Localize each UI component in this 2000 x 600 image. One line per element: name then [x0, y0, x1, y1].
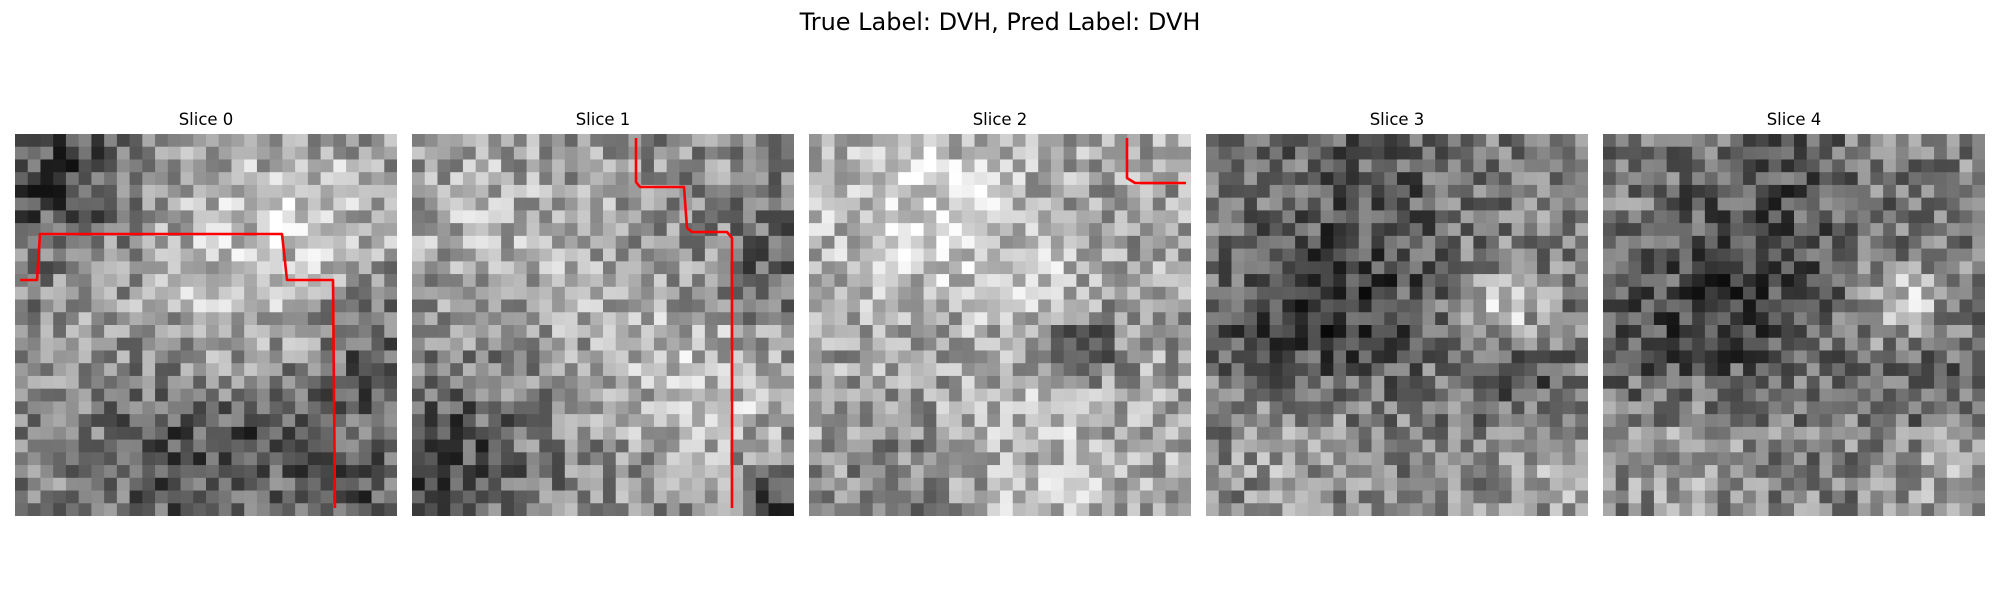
figure-title: True Label: DVH, Pred Label: DVH [799, 8, 1201, 36]
slice-image [1206, 134, 1588, 516]
slice-panel: Slice 1 [412, 108, 794, 516]
slice-title: Slice 2 [972, 110, 1028, 129]
slice-title: Slice 0 [178, 110, 234, 129]
slice-image [1603, 134, 1985, 516]
slice-panel: Slice 0 [15, 108, 397, 516]
slice-panel: Slice 3 [1206, 108, 1588, 516]
slice-title: Slice 1 [575, 110, 631, 129]
slice-title: Slice 4 [1766, 110, 1822, 129]
slice-image [809, 134, 1191, 516]
slice-panel: Slice 2 [809, 108, 1191, 516]
slice-title: Slice 3 [1369, 110, 1425, 129]
slice-image [412, 134, 794, 516]
segmentation-contour [20, 232, 337, 509]
slice-panel: Slice 4 [1603, 108, 1985, 516]
segmentation-contour [634, 138, 734, 508]
segmentation-contour [1125, 138, 1186, 185]
slice-image [15, 134, 397, 516]
